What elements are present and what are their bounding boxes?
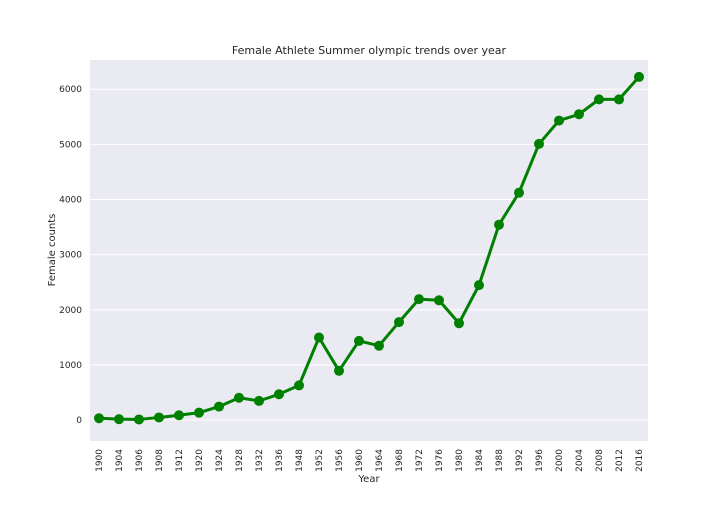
x-tick-label: 1984 (475, 449, 485, 472)
data-point (334, 366, 344, 376)
x-tick-label: 2008 (595, 449, 605, 472)
data-point (554, 116, 564, 126)
data-point (274, 389, 284, 399)
data-point (194, 408, 204, 418)
data-point (414, 294, 424, 304)
x-tick-label: 2000 (555, 449, 565, 472)
x-tick-label: 1996 (535, 449, 545, 472)
data-point (374, 341, 384, 351)
data-point (234, 393, 244, 403)
x-tick-label: 1956 (335, 449, 345, 472)
data-point (494, 220, 504, 230)
data-point (474, 280, 484, 290)
data-point (174, 410, 184, 420)
x-tick-label: 1980 (455, 449, 465, 472)
data-point (94, 413, 104, 423)
x-tick-label: 1924 (215, 449, 225, 472)
data-point (214, 402, 224, 412)
y-tick-label: 1000 (59, 361, 82, 371)
y-tick-label: 5000 (59, 140, 82, 150)
data-point (614, 94, 624, 104)
y-tick-labels: 0 1000 2000 3000 4000 5000 6000 (59, 85, 82, 426)
x-tick-labels: 1900 1904 1906 1908 1912 1920 1924 1928 1932 1936… (95, 449, 645, 472)
x-tick-label: 2016 (635, 449, 645, 472)
data-point (534, 139, 544, 149)
x-tick-label: 1992 (515, 449, 525, 472)
x-tick-label: 1904 (115, 449, 125, 472)
y-tick-label: 2000 (59, 306, 82, 316)
y-tick-label: 6000 (59, 85, 82, 95)
x-tick-label: 1936 (275, 449, 285, 472)
x-tick-label: 1948 (295, 449, 305, 472)
x-tick-label: 1900 (95, 449, 105, 472)
data-point (254, 396, 264, 406)
y-tick-label: 0 (76, 416, 82, 426)
x-tick-label: 1964 (375, 449, 385, 472)
x-tick-label: 1906 (135, 449, 145, 472)
data-point (514, 188, 524, 198)
data-point (454, 318, 464, 328)
x-tick-label: 1988 (495, 449, 505, 472)
x-tick-label: 1976 (435, 449, 445, 472)
x-tick-label: 2012 (615, 449, 625, 472)
x-tick-label: 1908 (155, 449, 165, 472)
y-tick-label: 3000 (59, 251, 82, 261)
x-tick-label: 1972 (415, 449, 425, 472)
plot-background (90, 60, 648, 441)
x-tick-label: 1912 (175, 449, 185, 472)
x-tick-label: 2004 (575, 449, 585, 472)
x-tick-label: 1920 (195, 449, 205, 472)
data-point (354, 336, 364, 346)
data-point (574, 109, 584, 119)
chart-title: Female Athlete Summer olympic trends ove… (232, 44, 507, 57)
data-point (314, 333, 324, 343)
y-tick-label: 4000 (59, 195, 82, 205)
data-point (394, 317, 404, 327)
data-point (294, 380, 304, 390)
data-point (594, 94, 604, 104)
data-point (154, 412, 164, 422)
x-tick-label: 1928 (235, 449, 245, 472)
x-tick-label: 1932 (255, 449, 265, 472)
x-tick-label: 1968 (395, 449, 405, 472)
data-point (634, 72, 644, 82)
y-axis-label: Female counts (47, 214, 58, 287)
data-point (114, 414, 124, 424)
data-point (134, 414, 144, 424)
x-axis-label: Year (357, 474, 380, 485)
data-point (434, 295, 444, 305)
x-tick-label: 1952 (315, 449, 325, 472)
x-tick-label: 1960 (355, 449, 365, 472)
